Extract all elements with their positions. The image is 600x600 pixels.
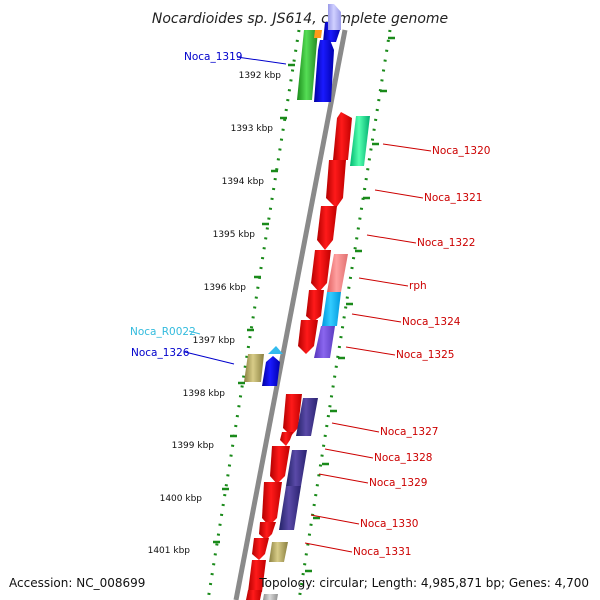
gene-label-noca-1330[interactable]: Noca_1330: [360, 518, 418, 530]
feature-grey-gene[interactable]: [263, 594, 278, 600]
feature-cds[interactable]: [246, 590, 262, 600]
map-title: Nocardioides sp. JS614, complete genome: [152, 11, 448, 27]
gene-label-noca-1329[interactable]: Noca_1329: [369, 477, 427, 489]
kbp-label: 1401 kbp: [148, 546, 191, 556]
gene-label-noca-1327[interactable]: Noca_1327: [380, 426, 438, 438]
kbp-label: 1399 kbp: [172, 441, 215, 451]
gene-label-noca-1326[interactable]: Noca_1326: [131, 347, 190, 359]
feature-cds[interactable]: [317, 206, 337, 250]
feature-cds[interactable]: [311, 250, 331, 292]
feature-cds[interactable]: [306, 290, 324, 322]
feature-olive-gene[interactable]: [244, 354, 264, 382]
kbp-label: 1394 kbp: [222, 177, 265, 187]
feature-trna-marker[interactable]: [268, 346, 283, 354]
feature-cds[interactable]: [280, 432, 293, 446]
gene-labels-left: Noca_1319 Noca_R0022 Noca_1326: [130, 51, 242, 359]
gene-features: [244, 4, 370, 600]
kbp-label: 1396 kbp: [204, 283, 247, 293]
feature-cyan-gene[interactable]: [322, 292, 341, 326]
feature-cds[interactable]: [326, 160, 346, 208]
genome-backbone: [233, 29, 348, 600]
gene-label-noca-1324[interactable]: Noca_1324: [402, 316, 461, 328]
kbp-label: 1400 kbp: [160, 494, 203, 504]
feature-cds[interactable]: [270, 446, 290, 484]
feature-cds[interactable]: [262, 482, 282, 526]
feature-navy-gene[interactable]: [286, 450, 307, 486]
gene-label-noca-r0022[interactable]: Noca_R0022: [130, 326, 196, 338]
feature-blue-gene[interactable]: [314, 40, 334, 102]
feature-cds[interactable]: [298, 320, 318, 354]
kbp-label: 1398 kbp: [183, 389, 226, 399]
gene-label-rph[interactable]: rph: [409, 280, 427, 292]
kbp-label: 1392 kbp: [239, 71, 282, 81]
accession-text: Accession: NC_008699: [9, 576, 145, 590]
gene-label-noca-1321[interactable]: Noca_1321: [424, 192, 482, 204]
gene-label-noca-1328[interactable]: Noca_1328: [374, 452, 432, 464]
feature-navy-gene[interactable]: [279, 486, 301, 530]
gene-label-noca-1319[interactable]: Noca_1319: [184, 51, 242, 63]
feature-violet-gene[interactable]: [314, 326, 335, 358]
gene-label-noca-1322[interactable]: Noca_1322: [417, 237, 475, 249]
feature-cds[interactable]: [252, 538, 269, 560]
gene-label-noca-1320[interactable]: Noca_1320: [432, 145, 490, 157]
feature-green-gene[interactable]: [297, 30, 318, 100]
kbp-dash-ticks: [213, 36, 395, 573]
gene-label-noca-1331[interactable]: Noca_1331: [353, 546, 411, 558]
feature-teal-gene[interactable]: [350, 116, 370, 166]
kbp-label: 1397 kbp: [193, 336, 236, 346]
feature-olive-gene-lower[interactable]: [269, 542, 288, 562]
feature-cds[interactable]: [259, 522, 276, 540]
kbp-label: 1395 kbp: [213, 230, 256, 240]
feature-orange-gene[interactable]: [314, 30, 322, 38]
label-leader-lines: [184, 56, 432, 553]
feature-cds[interactable]: [333, 112, 352, 160]
outer-tick-rails: [206, 29, 392, 600]
feature-rph-gene[interactable]: [327, 254, 348, 292]
feature-navy-gene[interactable]: [296, 398, 318, 436]
kbp-tick-labels: 1392 kbp 1393 kbp 1394 kbp 1395 kbp 1396…: [148, 71, 282, 556]
feature-blue-gene-1326[interactable]: [262, 356, 280, 386]
feature-cds[interactable]: [248, 560, 266, 592]
gene-label-noca-1325[interactable]: Noca_1325: [396, 349, 454, 361]
feature-lavender-gene[interactable]: [328, 4, 341, 30]
gene-labels-right: Noca_1320 Noca_1321 Noca_1322 rph Noca_1…: [353, 145, 490, 558]
feature-cds[interactable]: [283, 394, 302, 436]
kbp-label: 1393 kbp: [231, 124, 274, 134]
topology-text: Topology: circular; Length: 4,985,871 bp…: [258, 576, 589, 590]
